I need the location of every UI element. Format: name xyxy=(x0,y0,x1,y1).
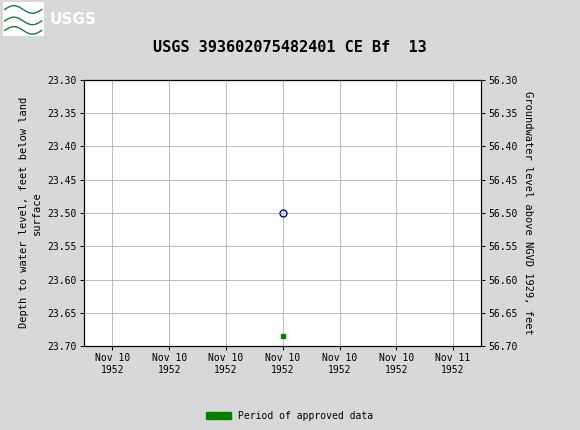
Bar xyxy=(3,2,43,36)
Text: USGS 393602075482401 CE Bf  13: USGS 393602075482401 CE Bf 13 xyxy=(153,40,427,55)
Y-axis label: Depth to water level, feet below land
surface: Depth to water level, feet below land su… xyxy=(19,97,42,329)
Text: USGS: USGS xyxy=(49,12,96,27)
Y-axis label: Groundwater level above NGVD 1929, feet: Groundwater level above NGVD 1929, feet xyxy=(523,91,533,335)
Legend: Period of approved data: Period of approved data xyxy=(206,411,374,421)
